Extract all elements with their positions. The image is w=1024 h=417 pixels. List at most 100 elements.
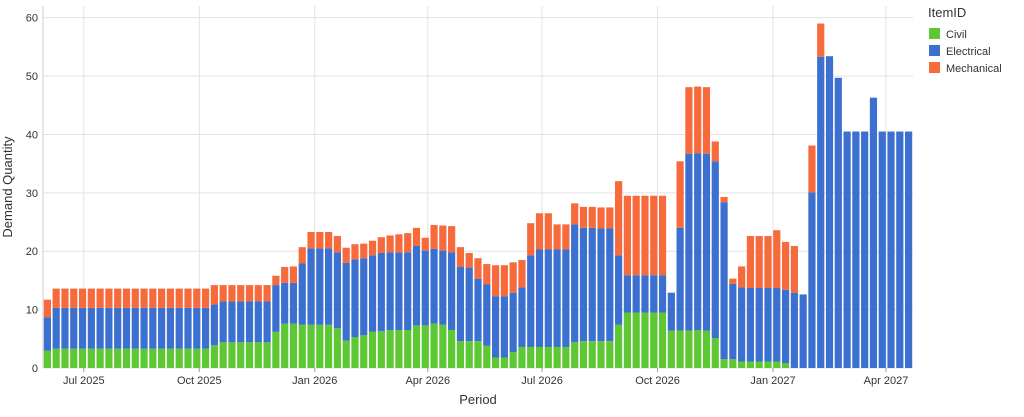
bar-segment-electrical xyxy=(808,192,816,368)
bar-segment-electrical xyxy=(360,258,368,336)
legend-swatch-civil xyxy=(929,28,940,39)
bar-segment-electrical xyxy=(175,307,183,349)
bar-segment-electrical xyxy=(377,252,385,332)
bar-segment-electrical xyxy=(140,307,148,349)
bar-segment-civil xyxy=(52,348,60,368)
bar-segment-mechanical xyxy=(325,231,333,249)
bar-segment-electrical xyxy=(465,267,473,342)
x-axis-title: Period xyxy=(459,392,497,407)
bar-segment-civil xyxy=(720,359,728,368)
bar-segment-electrical xyxy=(386,252,394,331)
bar-segment-civil xyxy=(509,352,517,368)
bar-segment-electrical xyxy=(852,131,860,368)
bar-segment-civil xyxy=(535,346,544,368)
bar-segment-mechanical xyxy=(606,207,614,229)
bar-segment-civil xyxy=(166,348,175,368)
bar-segment-civil xyxy=(377,331,385,368)
bar-segment-mechanical xyxy=(623,195,631,276)
bar-segment-civil xyxy=(333,328,341,368)
bar-segment-mechanical xyxy=(404,233,412,253)
bar-segment-civil xyxy=(448,330,456,368)
y-tick-label: 40 xyxy=(26,129,38,141)
bar-segment-civil xyxy=(623,312,631,368)
bar-segment-electrical xyxy=(228,301,236,343)
bar-segment-mechanical xyxy=(237,285,245,302)
bar-segment-electrical xyxy=(105,307,113,349)
bar-segment-civil xyxy=(491,357,500,368)
bar-segment-civil xyxy=(755,361,763,368)
bar-segment-electrical xyxy=(790,292,798,368)
bar-segment-electrical xyxy=(720,202,728,360)
bar-segment-mechanical xyxy=(386,235,394,253)
bar-segment-electrical xyxy=(61,307,69,349)
bar-segment-civil xyxy=(149,348,157,368)
bar-segment-mechanical xyxy=(764,236,772,289)
bar-segment-electrical xyxy=(52,307,60,349)
bar-segment-civil xyxy=(140,348,148,368)
bar-segment-electrical xyxy=(606,228,614,342)
y-tick-label: 30 xyxy=(26,188,38,200)
bar-segment-mechanical xyxy=(140,288,148,308)
x-tick-label: Jan 2026 xyxy=(292,375,337,387)
bar-segment-civil xyxy=(105,348,113,368)
bar-segment-electrical xyxy=(746,288,755,362)
bar-segment-civil xyxy=(360,335,368,368)
axes: 0 10 20 30 40 50 60 Jul 2025 Oct 2025 Jan 2026 Apr… xyxy=(26,6,908,387)
bar-segment-civil xyxy=(667,330,675,368)
bar-segment-mechanical xyxy=(562,224,570,250)
bar-segment-electrical xyxy=(869,97,878,369)
bar-segment-civil xyxy=(237,342,245,368)
bar-segment-civil xyxy=(781,363,790,368)
bar-segment-mechanical xyxy=(61,288,69,308)
bar-segment-civil xyxy=(87,348,95,368)
bar-segment-mechanical xyxy=(96,288,104,308)
bar-segment-mechanical xyxy=(720,196,728,203)
bar-segment-mechanical xyxy=(412,227,421,246)
bar-segment-electrical xyxy=(131,307,139,349)
bar-segment-civil xyxy=(122,348,131,368)
bar-segment-electrical xyxy=(579,227,588,342)
bar-segment-mechanical xyxy=(351,244,359,260)
bar-segment-electrical xyxy=(834,77,842,368)
bar-segment-electrical xyxy=(685,153,693,331)
bar-segment-civil xyxy=(201,348,210,368)
bar-segment-electrical xyxy=(562,249,570,347)
bar-segment-mechanical xyxy=(773,230,781,289)
bar-segment-civil xyxy=(527,346,535,368)
bar-segment-mechanical xyxy=(245,285,254,302)
bar-segment-electrical xyxy=(843,131,851,368)
bar-segment-mechanical xyxy=(694,86,702,154)
bar-segment-electrical xyxy=(896,131,904,368)
bar-segment-civil xyxy=(316,324,324,368)
bar-segment-civil xyxy=(395,330,403,368)
bar-segment-civil xyxy=(465,341,473,368)
bar-segment-electrical xyxy=(158,307,166,349)
bar-segment-electrical xyxy=(597,228,605,342)
bar-segment-civil xyxy=(702,330,711,368)
bar-segment-mechanical xyxy=(615,181,623,256)
bar-segment-mechanical xyxy=(790,245,798,293)
bar-segment-electrical xyxy=(201,307,210,349)
bar-segment-electrical xyxy=(544,249,552,347)
bar-segment-electrical xyxy=(351,259,359,338)
bar-segment-civil xyxy=(131,348,139,368)
bar-segment-civil xyxy=(386,330,394,368)
bar-segment-electrical xyxy=(878,131,886,368)
bar-segment-civil xyxy=(641,312,649,368)
bar-segment-mechanical xyxy=(650,195,658,276)
bar-segment-mechanical xyxy=(597,207,605,229)
bar-segment-electrical xyxy=(650,275,658,313)
bar-segment-electrical xyxy=(184,307,192,349)
bar-segment-mechanical xyxy=(746,236,755,289)
bar-segment-civil xyxy=(632,312,640,368)
bar-segment-mechanical xyxy=(448,226,456,253)
bar-segment-electrical xyxy=(825,56,834,369)
bar-segment-electrical xyxy=(887,131,895,368)
bar-segment-civil xyxy=(184,348,192,368)
bar-segment-mechanical xyxy=(588,206,596,228)
bar-segment-electrical xyxy=(281,282,289,324)
bar-segment-civil xyxy=(61,348,69,368)
bar-segment-civil xyxy=(412,325,421,368)
x-tick-label: Jan 2027 xyxy=(750,375,795,387)
bar-segment-mechanical xyxy=(298,247,306,264)
